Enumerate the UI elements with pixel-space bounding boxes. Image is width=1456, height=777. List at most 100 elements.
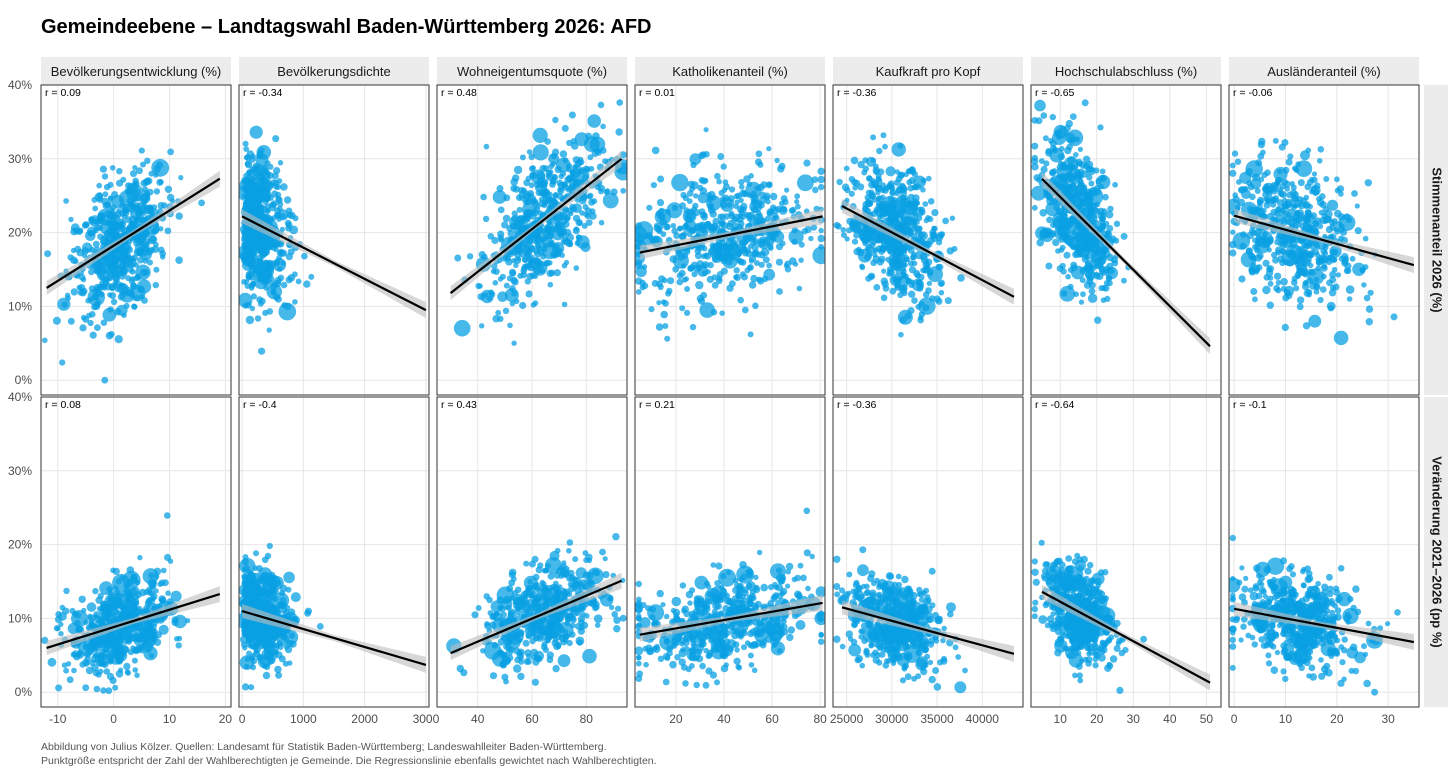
data-point — [133, 248, 141, 256]
x-tick-label: 3000 — [413, 712, 440, 726]
data-point — [1049, 113, 1057, 121]
data-point — [118, 627, 125, 635]
data-point — [82, 221, 90, 229]
row-strip-0 — [1424, 85, 1448, 395]
data-point — [738, 197, 744, 204]
data-point — [58, 621, 64, 628]
data-point — [149, 210, 155, 216]
data-point — [1281, 216, 1287, 223]
data-point — [125, 275, 132, 282]
data-point — [561, 124, 569, 132]
data-point — [264, 655, 271, 661]
data-point — [907, 193, 915, 201]
data-point — [244, 590, 251, 597]
data-point — [1295, 264, 1302, 270]
data-point — [901, 284, 908, 291]
data-point — [117, 218, 127, 228]
data-point — [266, 327, 272, 333]
data-point — [922, 304, 930, 312]
y-tick-label: 20% — [8, 538, 32, 552]
data-point — [1070, 193, 1077, 200]
data-point — [720, 267, 728, 275]
data-point — [89, 331, 97, 339]
y-tick-label: 10% — [8, 299, 32, 313]
data-point — [522, 257, 528, 264]
data-point — [850, 156, 859, 165]
data-point — [283, 571, 295, 584]
data-point — [66, 676, 74, 684]
data-point — [747, 331, 754, 338]
data-point — [118, 282, 125, 288]
data-point — [564, 215, 571, 222]
data-point — [135, 233, 143, 241]
panel-0-1: r = -0.34 — [238, 84, 430, 396]
data-point — [658, 207, 665, 214]
data-point — [942, 217, 949, 225]
data-point — [145, 247, 154, 256]
data-point — [613, 616, 621, 624]
data-point — [926, 175, 932, 182]
y-tick-label: 30% — [8, 464, 32, 478]
data-point — [144, 634, 151, 641]
data-point — [130, 170, 137, 178]
data-point — [242, 580, 250, 587]
data-point — [1294, 271, 1302, 279]
data-point — [120, 590, 127, 597]
data-point — [686, 198, 693, 205]
data-point — [1276, 205, 1282, 212]
data-point — [279, 597, 287, 604]
data-point — [866, 156, 876, 167]
data-point — [54, 615, 63, 624]
data-point — [1307, 224, 1313, 230]
data-point — [102, 307, 117, 322]
data-point — [574, 132, 589, 147]
data-point — [1262, 241, 1270, 248]
data-point — [126, 224, 134, 231]
data-point — [1089, 167, 1095, 173]
data-point — [258, 206, 265, 212]
data-point — [684, 286, 691, 292]
data-point — [897, 143, 904, 149]
data-point — [736, 205, 745, 213]
data-point — [1031, 142, 1039, 150]
data-point — [760, 181, 768, 189]
data-point — [511, 258, 517, 264]
data-point — [1349, 255, 1356, 262]
data-point — [1064, 124, 1071, 132]
correlation-label: r = 0.08 — [45, 399, 81, 411]
data-point — [565, 238, 571, 244]
data-point — [1079, 186, 1088, 195]
data-point — [1045, 262, 1053, 270]
data-point — [79, 324, 87, 332]
data-point — [44, 250, 52, 258]
data-point — [267, 194, 274, 201]
data-point — [677, 254, 685, 261]
data-point — [249, 280, 257, 287]
data-point — [244, 259, 251, 266]
data-point — [811, 176, 819, 184]
data-point — [922, 201, 929, 207]
panel-1-2: r = 0.43 — [436, 396, 628, 708]
data-point — [1094, 263, 1100, 269]
data-point — [1052, 238, 1060, 247]
data-point — [587, 154, 594, 161]
data-point — [275, 191, 282, 198]
data-point — [1036, 238, 1044, 247]
data-point — [153, 567, 162, 576]
data-point — [82, 684, 90, 692]
data-point — [1321, 263, 1328, 270]
x-tick-label: 2000 — [351, 712, 378, 726]
data-point — [1305, 147, 1312, 154]
data-point — [103, 668, 111, 675]
data-point — [1334, 176, 1340, 183]
data-point — [263, 235, 269, 241]
data-point — [493, 268, 500, 275]
data-point — [107, 591, 125, 609]
data-point — [274, 207, 281, 214]
data-point — [1313, 283, 1321, 291]
data-point — [1086, 174, 1093, 181]
data-point — [131, 657, 138, 664]
data-point — [123, 662, 131, 671]
data-point — [589, 208, 596, 215]
data-point — [57, 297, 71, 311]
